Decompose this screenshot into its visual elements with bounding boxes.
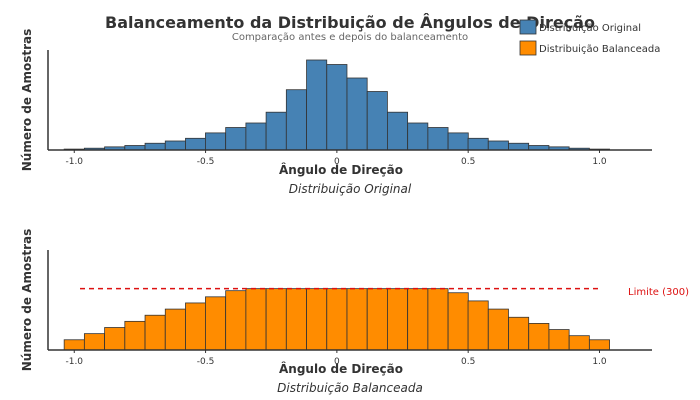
caption-original: Distribuição Original	[289, 182, 412, 196]
bar-original-6	[185, 137, 207, 151]
bar-original-8	[225, 127, 247, 151]
x-axis-label-original: Ângulo de Direção	[279, 162, 403, 177]
bar-balanceada-17	[407, 288, 429, 351]
panel-balanceada: Limite (300) -1.0 -0.5 0 0.5 1.0 Ângulo de D…	[20, 229, 689, 395]
legend-label-balanceada: Distribuição Balanceada	[539, 44, 660, 55]
bar-balanceada-10	[265, 288, 287, 351]
bar-balanceada-2	[104, 327, 126, 351]
panel-original: -1.0 -0.5 0 0.5 1.0 Ângulo de Direção Distri…	[20, 29, 652, 196]
bar-original-9	[245, 122, 267, 151]
caption-balanceada: Distribuição Balanceada	[277, 381, 423, 395]
bar-original-16	[387, 111, 409, 151]
bar-balanceada-4	[144, 314, 166, 351]
bar-balanceada-25	[568, 335, 590, 351]
x-tick-label-original-1: -0.5	[197, 157, 215, 167]
bar-original-11	[285, 89, 307, 151]
x-ticks-original: -1.0 -0.5 0 0.5 1.0	[65, 150, 607, 167]
bar-balanceada-8	[225, 290, 247, 351]
x-tick-label-original-3: 0.5	[461, 157, 475, 167]
bar-original-18	[427, 127, 449, 151]
bar-balanceada-3	[124, 320, 146, 351]
bar-balanceada-15	[366, 288, 388, 351]
bar-balanceada-18	[427, 288, 449, 351]
bar-balanceada-0	[63, 339, 85, 351]
bar-balanceada-12	[306, 288, 328, 351]
bar-balanceada-16	[387, 288, 409, 351]
bars-balanceada	[63, 288, 610, 351]
y-axis-label-original: Número de Amostras	[20, 29, 34, 172]
x-tick-label-balanceada-4: 1.0	[592, 357, 607, 367]
legend-swatch-original	[519, 19, 537, 35]
bar-balanceada-11	[285, 288, 307, 351]
bar-balanceada-9	[245, 288, 267, 351]
bars-original	[63, 59, 610, 151]
x-axis-label-balanceada: Ângulo de Direção	[279, 361, 403, 376]
legend: Distribuição Original Distribuição Balan…	[519, 19, 660, 56]
chart-subtitle: Comparação antes e depois do balanceamen…	[232, 32, 468, 43]
legend-swatch-balanceada	[519, 40, 537, 56]
x-tick-label-balanceada-3: 0.5	[461, 357, 475, 367]
bar-original-4	[144, 142, 166, 151]
bar-balanceada-13	[326, 288, 348, 351]
bar-balanceada-22	[508, 316, 530, 351]
bar-original-21	[487, 140, 509, 151]
bar-balanceada-23	[528, 323, 550, 351]
x-tick-label-original-2: 0	[334, 157, 340, 167]
bar-original-12	[306, 59, 328, 151]
bar-original-20	[467, 137, 489, 151]
x-tick-label-original-0: -1.0	[65, 157, 83, 167]
bar-original-7	[205, 132, 227, 151]
legend-label-original: Distribuição Original	[539, 23, 641, 34]
bar-balanceada-7	[205, 296, 227, 351]
x-tick-label-balanceada-0: -1.0	[65, 357, 83, 367]
bar-balanceada-1	[83, 333, 105, 351]
bar-original-5	[164, 140, 186, 151]
x-tick-label-balanceada-2: 0	[334, 357, 340, 367]
x-tick-label-original-4: 1.0	[592, 157, 607, 167]
y-axis-label-balanceada: Número de Amostras	[20, 229, 34, 372]
threshold-label: Limite (300)	[628, 287, 689, 298]
x-ticks-balanceada: -1.0 -0.5 0 0.5 1.0	[65, 350, 607, 367]
chart-title: Balanceamento da Distribuição de Ângulos…	[105, 13, 595, 32]
bar-balanceada-19	[447, 292, 469, 351]
bar-original-17	[407, 122, 429, 151]
bar-original-22	[508, 142, 530, 151]
bar-original-13	[326, 64, 348, 151]
bar-balanceada-6	[185, 302, 207, 351]
bar-balanceada-26	[588, 339, 610, 351]
bar-balanceada-21	[487, 308, 509, 351]
bar-original-19	[447, 132, 469, 151]
bar-balanceada-5	[164, 308, 186, 351]
bar-balanceada-14	[346, 288, 368, 351]
x-tick-label-balanceada-1: -0.5	[197, 357, 215, 367]
bar-original-14	[346, 77, 368, 151]
bar-balanceada-24	[548, 329, 570, 351]
bar-balanceada-20	[467, 300, 489, 351]
bar-original-15	[366, 91, 388, 151]
bar-original-10	[265, 111, 287, 151]
